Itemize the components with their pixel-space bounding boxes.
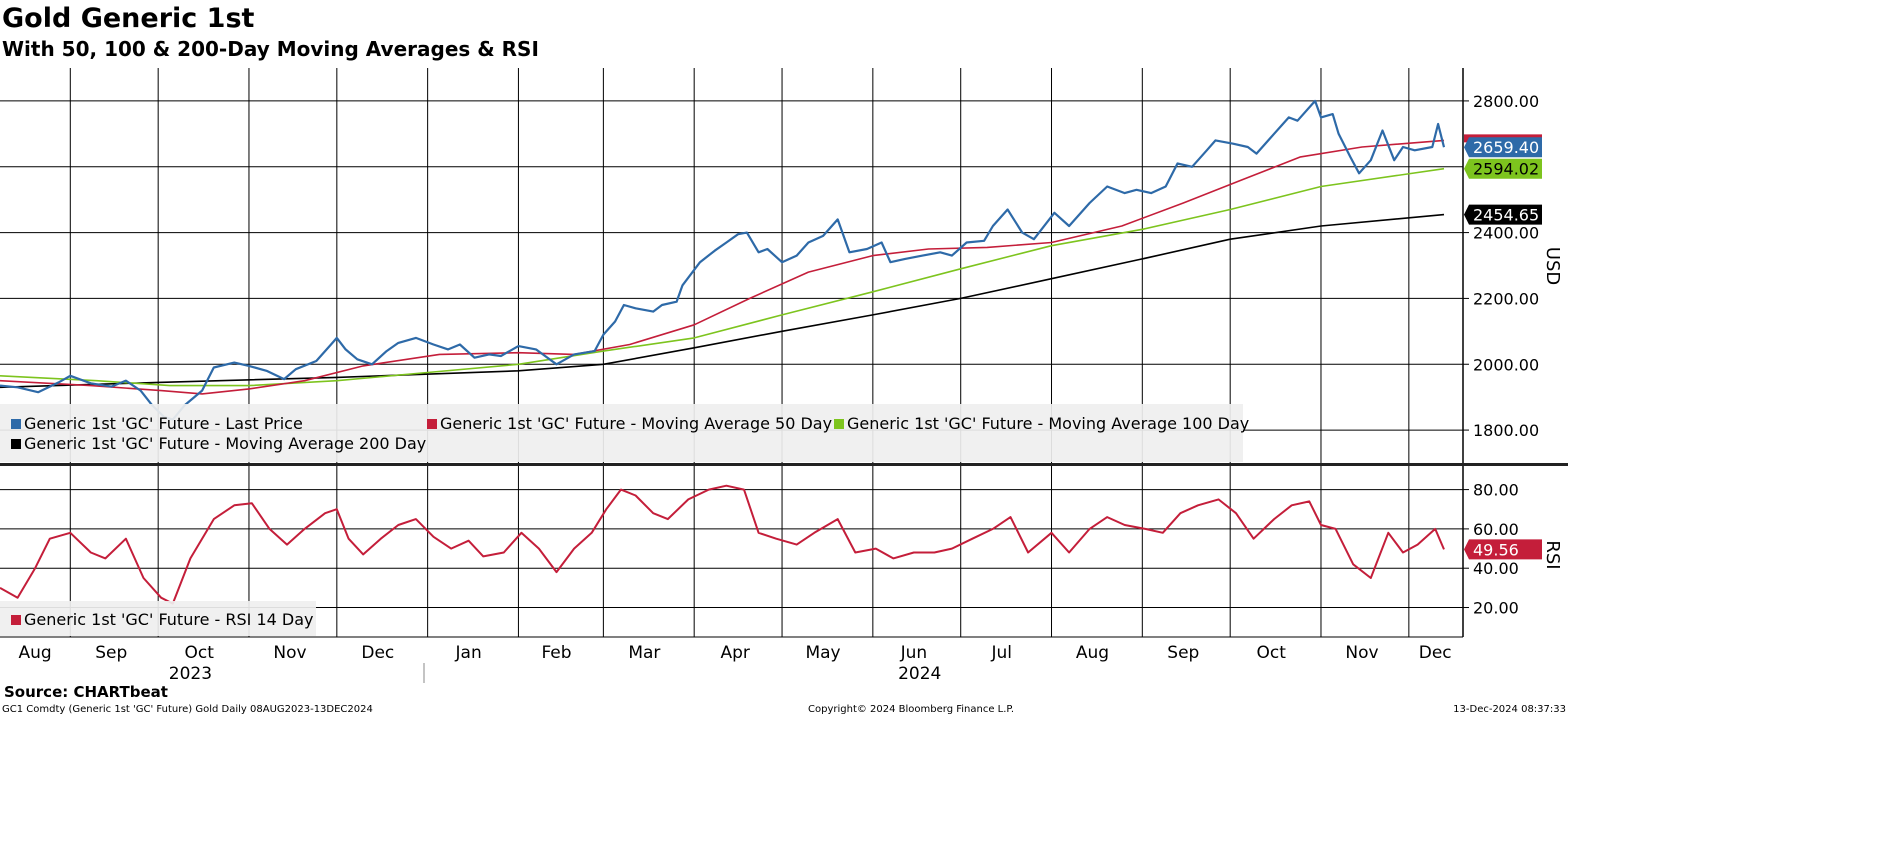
x-tick-label: Sep xyxy=(1167,643,1199,663)
last-value-label: 2594.02 xyxy=(1473,160,1539,179)
last-value-box xyxy=(1464,137,1542,158)
y-tick-label: 1800.00 xyxy=(1473,421,1539,440)
legend-label: Generic 1st 'GC' Future - RSI 14 Day xyxy=(24,610,313,629)
legend-swatch xyxy=(11,615,21,625)
legend-swatch xyxy=(834,419,844,429)
axes: 2800.00 2400.00 2200.00 2000.00 1800.00 80.00… xyxy=(0,68,1568,684)
y-tick-label: 2000.00 xyxy=(1473,355,1539,374)
legend-label: Generic 1st 'GC' Future - Last Price xyxy=(24,414,303,433)
panel-separator xyxy=(0,463,1568,466)
y-tick-label: 2800.00 xyxy=(1473,92,1539,111)
footer-timestamp: 13-Dec-2024 08:37:33 xyxy=(1453,704,1566,715)
y-tick-label: 2400.00 xyxy=(1473,224,1539,243)
legend-box xyxy=(0,601,316,636)
y-tick-label: 40.00 xyxy=(1473,559,1519,578)
legends: Generic 1st 'GC' Future - Last Price Gene… xyxy=(0,404,1249,636)
x-tick-label: Jul xyxy=(990,643,1012,663)
x-year-label: 2023 xyxy=(169,664,212,684)
legend-swatch xyxy=(11,439,21,449)
legend-box xyxy=(0,404,1243,462)
value-labels: 2659.40 2594.02 2454.65 49.56 xyxy=(1464,134,1542,560)
last-value-label: 2454.65 xyxy=(1473,206,1539,225)
x-tick-label: Feb xyxy=(541,643,571,663)
last-value-box xyxy=(1464,158,1542,179)
last-value-label: 2659.40 xyxy=(1473,138,1539,157)
last-value-box xyxy=(1464,539,1542,560)
chart-title: Gold Generic 1st xyxy=(2,3,255,34)
series-line xyxy=(0,167,1445,387)
y-tick-label: 2200.00 xyxy=(1473,289,1539,308)
y-tick-label: 20.00 xyxy=(1473,599,1519,618)
y-axis-title: RSI xyxy=(1542,540,1563,569)
x-tick-label: Jan xyxy=(455,643,482,663)
y-tick-label: 80.00 xyxy=(1473,481,1519,500)
x-tick-label: Apr xyxy=(720,643,749,663)
source-label: Source: CHARTbeat xyxy=(4,683,168,701)
x-tick-label: Dec xyxy=(1419,643,1452,663)
x-tick-label: Oct xyxy=(184,643,214,663)
legend-label: Generic 1st 'GC' Future - Moving Average… xyxy=(440,414,832,433)
x-tick-label: Oct xyxy=(1256,643,1286,663)
chart-subtitle: With 50, 100 & 200-Day Moving Averages &… xyxy=(2,37,539,61)
x-tick-label: Jun xyxy=(900,643,928,663)
footer-copyright: Copyright© 2024 Bloomberg Finance L.P. xyxy=(808,704,1015,715)
footer-ticker: GC1 Comdty (Generic 1st 'GC' Future) Gol… xyxy=(2,704,373,715)
legend-swatch xyxy=(427,419,437,429)
series-lines xyxy=(0,99,1446,605)
x-tick-label: Aug xyxy=(19,643,52,663)
grid xyxy=(0,68,1463,637)
legend-swatch xyxy=(11,419,21,429)
y-axis-title: USD xyxy=(1542,247,1563,285)
chart-canvas: 2800.00 2400.00 2200.00 2000.00 1800.00 80.00… xyxy=(0,68,1568,684)
x-tick-label: Nov xyxy=(1345,643,1378,663)
x-tick-label: Mar xyxy=(628,643,660,663)
x-tick-label: Aug xyxy=(1076,643,1109,663)
x-tick-label: Sep xyxy=(95,643,127,663)
series-line xyxy=(0,213,1445,389)
y-tick-label: 60.00 xyxy=(1473,520,1519,539)
series-line xyxy=(0,99,1446,421)
series-line xyxy=(0,139,1445,395)
last-value-label: 49.56 xyxy=(1473,540,1519,559)
x-year-label: 2024 xyxy=(898,664,941,684)
last-value-box xyxy=(1464,204,1542,225)
x-tick-label: Dec xyxy=(361,643,394,663)
series-line xyxy=(0,484,1445,605)
legend-label: Generic 1st 'GC' Future - Moving Average… xyxy=(847,414,1249,433)
legend-label: Generic 1st 'GC' Future - Moving Average… xyxy=(24,434,426,453)
x-tick-label: Nov xyxy=(273,643,306,663)
x-tick-label: May xyxy=(805,643,840,663)
